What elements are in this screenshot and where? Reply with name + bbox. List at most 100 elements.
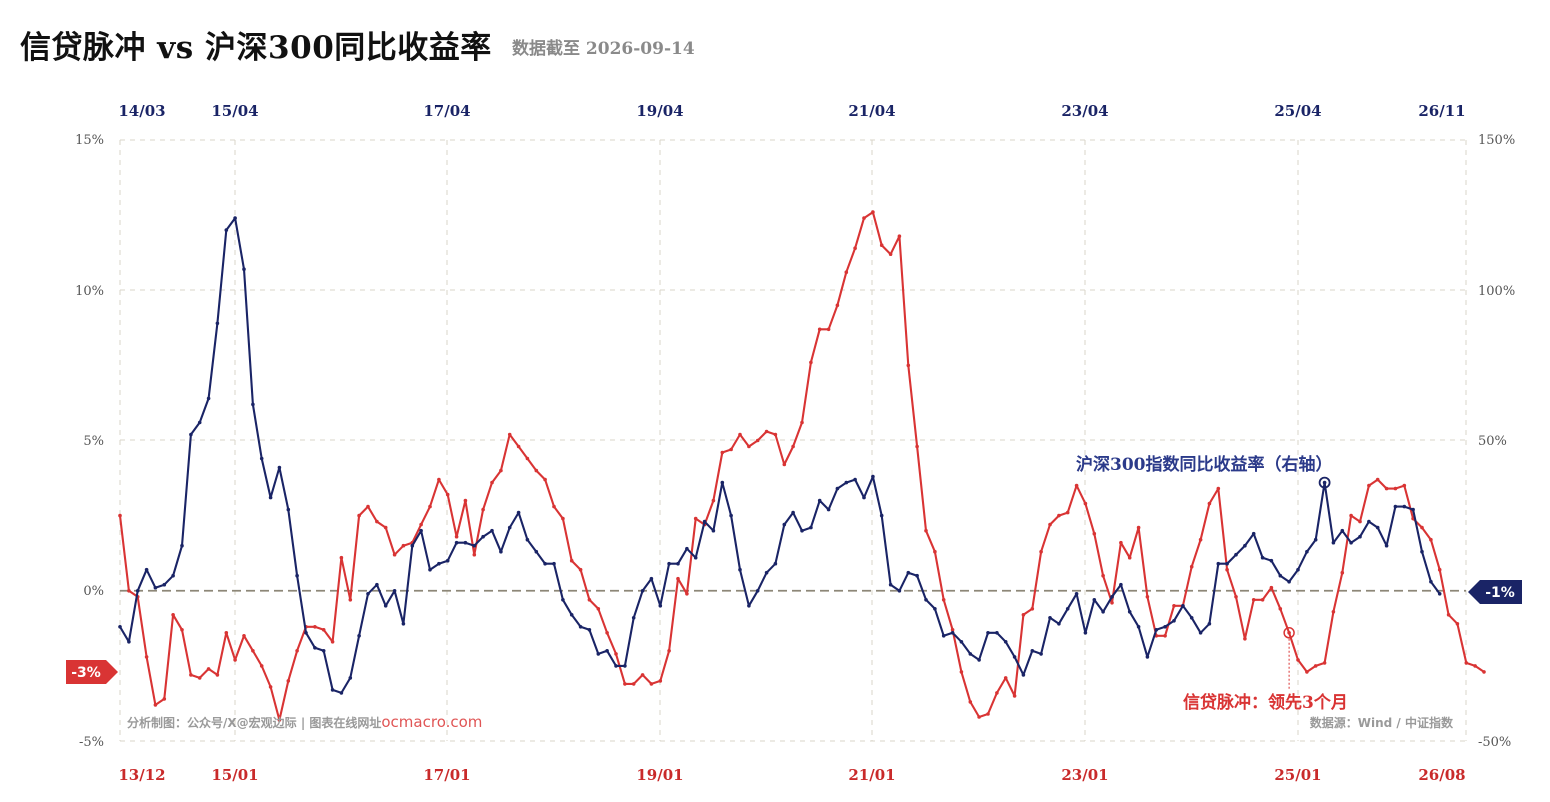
credit-impulse-point <box>543 477 547 482</box>
csi300-point <box>1057 622 1061 626</box>
credit-impulse-point <box>180 628 184 632</box>
csi300-point <box>277 465 282 470</box>
csi300-point <box>330 688 335 692</box>
credit-impulse-point <box>800 420 804 425</box>
csi300-point <box>463 540 468 545</box>
csi300-point <box>888 582 893 587</box>
bottom-tick-label: 25/01 <box>1274 766 1321 784</box>
csi300-point <box>587 628 592 632</box>
left-tick-label: 0% <box>83 584 104 599</box>
credit-impulse-point <box>339 555 344 560</box>
credit-impulse-point <box>516 444 521 449</box>
csi300-point <box>968 652 973 656</box>
credit-impulse-point <box>1296 658 1300 662</box>
csi300-point <box>924 598 928 602</box>
csi300-point <box>304 631 308 635</box>
right-axis: 150% 100% 50% 0% -50% <box>1478 133 1515 750</box>
credit-impulse-point <box>1437 567 1442 572</box>
credit-impulse-point <box>1349 513 1353 518</box>
credit-impulse-point <box>1278 607 1283 611</box>
csi300-point <box>321 649 326 653</box>
csi300-point <box>534 549 539 554</box>
credit-impulse-point <box>995 691 999 695</box>
credit-impulse-point <box>640 673 645 677</box>
csi300-point <box>941 634 946 638</box>
csi300-point <box>499 549 503 554</box>
left-tick-label: 15% <box>75 133 104 148</box>
left-tag-shape <box>66 660 118 684</box>
credit-impulse-point <box>242 634 246 638</box>
credit-impulse-point <box>206 667 211 671</box>
credit-impulse-point <box>127 589 131 593</box>
credit-impulse-point <box>463 498 468 503</box>
credit-impulse-point <box>915 444 919 449</box>
csi300-point <box>702 519 707 524</box>
csi300-point <box>693 555 698 560</box>
credit-impulse-point <box>782 462 787 467</box>
credit-impulse-point <box>454 534 459 539</box>
credit-impulse-point <box>720 450 725 455</box>
credit-impulse-point <box>605 631 609 635</box>
csi300-point <box>578 625 583 629</box>
csi300-point <box>1003 640 1008 644</box>
credit-impulse-point <box>1420 525 1424 530</box>
credit-impulse-point <box>197 676 202 680</box>
csi300-point <box>1216 561 1221 566</box>
top-tick-label: 15/04 <box>211 102 258 120</box>
credit-impulse-point <box>906 363 911 368</box>
credit-impulse-point <box>835 303 840 308</box>
csi300-point <box>127 640 131 644</box>
credit-impulse-point <box>1455 622 1460 626</box>
credit-impulse-point <box>667 649 671 653</box>
credit-impulse-point <box>259 664 264 668</box>
bottom-tick-label: 21/01 <box>848 766 895 784</box>
credit-impulse-point <box>1340 570 1345 575</box>
csi300-point <box>809 525 813 530</box>
credit-impulse-point <box>233 658 237 662</box>
credit-impulse-point <box>809 360 813 365</box>
csi300-point <box>826 507 831 512</box>
csi300-point <box>640 589 645 593</box>
top-tick-label: 17/04 <box>423 102 470 120</box>
csi300-point <box>375 582 379 587</box>
left-tick-label: 5% <box>83 434 104 449</box>
csi300-point <box>1322 480 1327 485</box>
credit-impulse-point <box>1172 604 1176 608</box>
credit-impulse-point <box>711 498 716 503</box>
csi300-point <box>392 589 397 593</box>
top-tick-label: 23/04 <box>1061 102 1108 120</box>
csi300-point <box>729 513 733 518</box>
csi300-point <box>1030 649 1035 653</box>
credit-impulse-point <box>1119 540 1123 545</box>
csi300-point <box>685 546 689 551</box>
csi300-point <box>1411 507 1415 512</box>
right-tick-label: 150% <box>1478 133 1515 148</box>
credit-impulse-point <box>1251 598 1256 602</box>
top-tick-label: 14/03 <box>118 102 165 120</box>
csi300-point <box>1251 531 1256 536</box>
credit-impulse-point <box>693 516 698 521</box>
credit-impulse-point <box>959 670 964 674</box>
credit-impulse-point <box>817 327 822 332</box>
credit-impulse-point <box>676 576 680 581</box>
csi300-point <box>419 528 423 533</box>
csi300-point <box>197 420 202 425</box>
credit-impulse-point <box>764 429 769 434</box>
credit-impulse-point <box>747 444 751 449</box>
credit-impulse-point <box>1375 477 1380 482</box>
csi300-point <box>1198 631 1203 635</box>
credit-impulse-point <box>1446 613 1451 617</box>
csi300-yoy-series <box>118 216 1442 695</box>
csi300-point <box>295 573 299 578</box>
credit-impulse-point <box>1384 486 1389 491</box>
csi300-point <box>782 522 787 527</box>
chart-title: 信贷脉冲 vs 沪深300同比收益率 <box>20 30 492 66</box>
csi300-point <box>1136 625 1141 629</box>
credit-impulse-point <box>1322 661 1327 665</box>
top-axis: 14/03 15/04 17/04 19/04 21/04 23/04 25/0… <box>118 102 1465 120</box>
csi300-point <box>879 513 884 518</box>
csi300-point <box>507 525 512 530</box>
csi300-point <box>180 543 184 548</box>
csi300-highlight-marker <box>1318 476 1331 489</box>
